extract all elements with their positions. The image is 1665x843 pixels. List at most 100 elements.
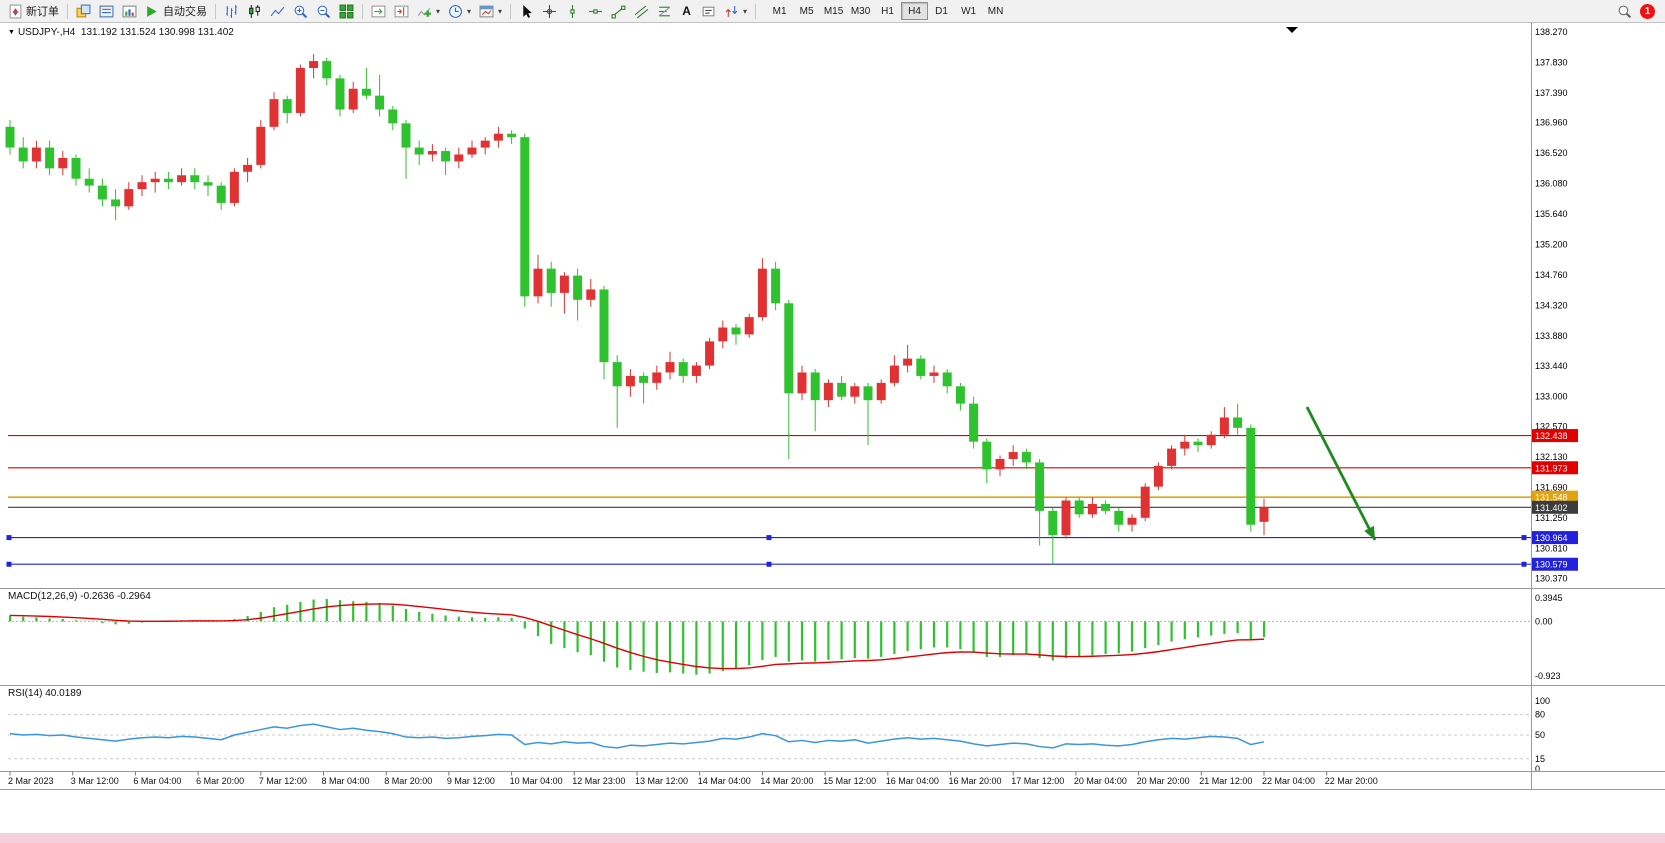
timeframe-m15[interactable]: M15 bbox=[820, 2, 847, 20]
svg-text:16 Mar 04:00: 16 Mar 04:00 bbox=[886, 776, 939, 786]
symbol-ohlc-label: ▼ USDJPY-,H4 131.192 131.524 130.998 131.… bbox=[8, 27, 234, 38]
data-window-button[interactable] bbox=[118, 1, 141, 21]
zoom-out-button[interactable] bbox=[312, 1, 335, 21]
horizontal-line-button[interactable] bbox=[584, 1, 607, 21]
text-tool-glyph: A bbox=[682, 4, 691, 18]
svg-text:6 Mar 04:00: 6 Mar 04:00 bbox=[133, 776, 181, 786]
svg-text:130.579: 130.579 bbox=[1535, 560, 1568, 570]
svg-text:131.402: 131.402 bbox=[1535, 503, 1568, 513]
chart-windows-button[interactable] bbox=[72, 1, 95, 21]
svg-text:0.00: 0.00 bbox=[1535, 616, 1553, 626]
candlestick-chart-button[interactable] bbox=[243, 1, 266, 21]
timeframe-d1[interactable]: D1 bbox=[928, 2, 955, 20]
svg-text:136.520: 136.520 bbox=[1535, 148, 1568, 158]
svg-text:0: 0 bbox=[1535, 764, 1540, 774]
timeframe-m30[interactable]: M30 bbox=[847, 2, 874, 20]
svg-text:15: 15 bbox=[1535, 754, 1545, 764]
new-order-button[interactable]: 新订单 bbox=[4, 1, 63, 21]
rsi-label: RSI(14) 40.0189 bbox=[8, 688, 82, 699]
timeframe-mn[interactable]: MN bbox=[982, 2, 1009, 20]
timeframe-m1[interactable]: M1 bbox=[766, 2, 793, 20]
tile-windows-button[interactable] bbox=[335, 1, 358, 21]
horizontal-level-lines[interactable] bbox=[6, 435, 1532, 567]
templates-button[interactable]: ▾ bbox=[475, 1, 506, 21]
fibonacci-icon bbox=[658, 6, 671, 16]
svg-text:136.960: 136.960 bbox=[1535, 118, 1568, 128]
indicators-icon bbox=[417, 7, 431, 17]
indicators-button[interactable]: ▾ bbox=[413, 1, 444, 21]
svg-text:14 Mar 20:00: 14 Mar 20:00 bbox=[760, 776, 813, 786]
svg-text:20 Mar 04:00: 20 Mar 04:00 bbox=[1074, 776, 1127, 786]
search-icon bbox=[1618, 5, 1632, 18]
notification-badge[interactable]: 1 bbox=[1640, 3, 1655, 19]
text-label-button[interactable] bbox=[697, 1, 720, 21]
toolbar: 新订单 bbox=[0, 0, 1665, 23]
autotrading-button[interactable]: 自动交易 bbox=[141, 1, 211, 21]
timeframe-w1[interactable]: W1 bbox=[955, 2, 982, 20]
crosshair-button[interactable] bbox=[538, 1, 561, 21]
crosshair-icon bbox=[543, 4, 556, 18]
fibonacci-button[interactable] bbox=[653, 1, 676, 21]
symbol-ohlc-text: USDJPY-,H4 131.192 131.524 130.998 131.4… bbox=[17, 27, 234, 38]
search-button[interactable] bbox=[1613, 1, 1636, 21]
chart-shift-button[interactable] bbox=[390, 1, 413, 21]
svg-text:135.200: 135.200 bbox=[1535, 239, 1568, 249]
svg-text:131.548: 131.548 bbox=[1535, 493, 1568, 503]
svg-text:136.080: 136.080 bbox=[1535, 179, 1568, 189]
chart-annotations[interactable] bbox=[1286, 27, 1377, 541]
toolbar-separator bbox=[215, 3, 216, 19]
cursor-icon bbox=[523, 4, 532, 18]
toolbar-separator bbox=[67, 3, 68, 19]
dropdown-arrow-icon: ▾ bbox=[467, 6, 472, 16]
dropdown-arrow-icon: ▾ bbox=[743, 6, 748, 16]
macd-indicator: 0.3945 0.00 -0.923 bbox=[8, 593, 1563, 681]
svg-text:131.973: 131.973 bbox=[1535, 463, 1568, 473]
market-watch-button[interactable] bbox=[95, 1, 118, 21]
line-chart-button[interactable] bbox=[266, 1, 289, 21]
auto-scroll-icon bbox=[371, 5, 386, 17]
trendline-button[interactable] bbox=[607, 1, 630, 21]
chart-axes: 138.270 137.830 137.390 136.960 136.520 136.0… bbox=[0, 23, 1665, 790]
dropdown-arrow-icon: ▾ bbox=[498, 6, 503, 16]
svg-text:132.438: 132.438 bbox=[1535, 431, 1568, 441]
price-chart[interactable]: 0.3945 0.00 -0.923 100 80 50 150 138.270 137.8… bbox=[0, 23, 1665, 790]
one-click-trading-arrow-icon[interactable]: ▼ bbox=[8, 29, 15, 36]
zoom-in-button[interactable] bbox=[289, 1, 312, 21]
bottom-strip bbox=[0, 833, 1665, 843]
svg-text:20 Mar 20:00: 20 Mar 20:00 bbox=[1137, 776, 1190, 786]
timeframe-m5[interactable]: M5 bbox=[793, 2, 820, 20]
zoom-out-icon bbox=[317, 5, 331, 18]
svg-text:100: 100 bbox=[1535, 696, 1550, 706]
vertical-line-button[interactable] bbox=[561, 1, 584, 21]
autotrading-label: 自动交易 bbox=[163, 6, 207, 18]
clock-icon bbox=[449, 4, 462, 18]
auto-scroll-button[interactable] bbox=[367, 1, 390, 21]
svg-text:15 Mar 12:00: 15 Mar 12:00 bbox=[823, 776, 876, 786]
macd-label: MACD(12,26,9) -0.2636 -0.2964 bbox=[8, 591, 151, 602]
periods-button[interactable]: ▾ bbox=[444, 1, 475, 21]
timeframe-h1[interactable]: H1 bbox=[874, 2, 901, 20]
autotrading-play-icon bbox=[147, 5, 157, 17]
dropdown-arrow-icon: ▾ bbox=[436, 6, 441, 16]
timeframe-h4[interactable]: H4 bbox=[901, 2, 929, 20]
chart-windows-icon bbox=[76, 4, 91, 17]
svg-text:138.270: 138.270 bbox=[1535, 27, 1568, 37]
market-watch-icon bbox=[99, 5, 114, 17]
templates-icon bbox=[479, 5, 494, 17]
svg-text:7 Mar 12:00: 7 Mar 12:00 bbox=[259, 776, 307, 786]
cursor-button[interactable] bbox=[515, 1, 538, 21]
svg-text:50: 50 bbox=[1535, 730, 1545, 740]
text-button[interactable]: A bbox=[676, 1, 697, 21]
trend-arrow bbox=[1364, 525, 1375, 540]
svg-text:130.370: 130.370 bbox=[1535, 574, 1568, 584]
horizontal-line-icon bbox=[589, 8, 602, 14]
svg-text:9 Mar 12:00: 9 Mar 12:00 bbox=[447, 776, 495, 786]
vertical-line-icon bbox=[570, 4, 575, 18]
arrows-shapes-button[interactable]: ▾ bbox=[720, 1, 751, 21]
svg-text:130.964: 130.964 bbox=[1535, 533, 1568, 543]
channel-button[interactable] bbox=[630, 1, 653, 21]
svg-text:134.760: 134.760 bbox=[1535, 270, 1568, 280]
svg-text:131.690: 131.690 bbox=[1535, 482, 1568, 492]
bar-chart-button[interactable] bbox=[220, 1, 243, 21]
